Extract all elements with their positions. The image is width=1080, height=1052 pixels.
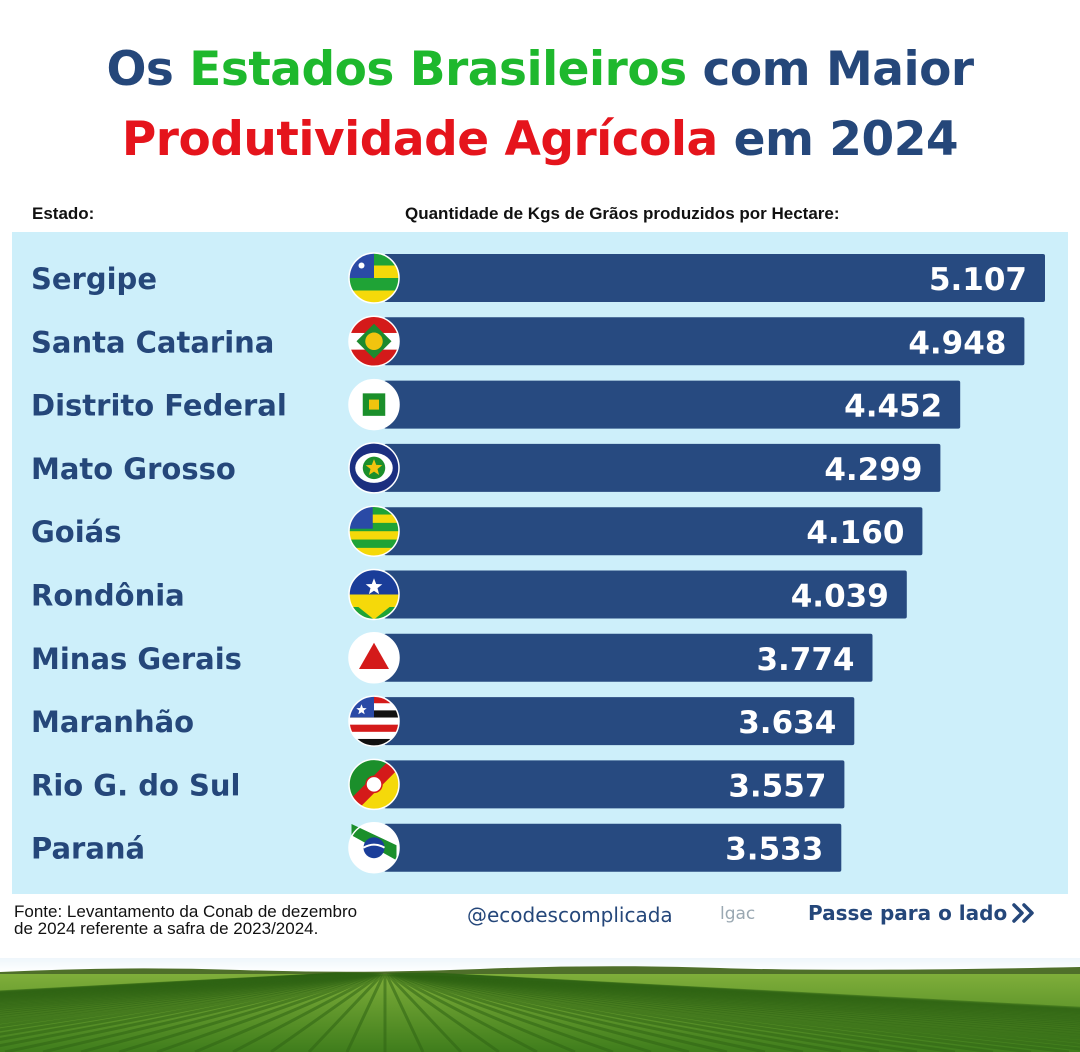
- santa-catarina-flag-icon: [348, 315, 400, 368]
- next-slide-label: Passe para o lado: [808, 901, 1008, 925]
- state-label-sergipe: Sergipe: [31, 262, 157, 296]
- crop-field-illustration: [0, 958, 1080, 1052]
- bar-parana: [384, 823, 842, 872]
- column-header-estado: Estado:: [32, 204, 95, 223]
- bar-goias: [384, 507, 923, 556]
- minas-gerais-flag-icon: [348, 632, 400, 684]
- title-line-1: Os Estados Brasileiros com Maior: [0, 46, 1080, 93]
- state-label-santa-catarina: Santa Catarina: [31, 325, 274, 359]
- distrito-federal-flag-icon: [348, 378, 400, 431]
- bar-mato-grosso: [384, 443, 941, 492]
- goias-flag-icon: [348, 505, 400, 557]
- source-line-2: de 2024 referente a safra de 2023/2024.: [14, 919, 319, 938]
- crop-field-image: [0, 958, 1080, 1052]
- value-label-rio-grande-do-sul: 3.557: [728, 768, 826, 804]
- chart-panel: Sergipe 5.107 Santa Catarina 4.948 Distrito …: [12, 232, 1068, 894]
- logo-text: lgac: [720, 904, 756, 924]
- value-label-sergipe: 5.107: [929, 262, 1027, 298]
- maranhao-flag-icon: [348, 695, 400, 747]
- value-label-minas-gerais: 3.774: [756, 642, 854, 678]
- title-text-produtividade: Produtividade Agrícola: [121, 112, 718, 167]
- bar-chart: Sergipe 5.107 Santa Catarina 4.948 Distrito …: [31, 252, 1045, 874]
- title-text-os: Os: [106, 42, 190, 97]
- bar-rondonia: [384, 570, 907, 619]
- bar-minas-gerais: [384, 633, 873, 682]
- state-label-minas-gerais: Minas Gerais: [31, 642, 242, 676]
- state-label-maranhao: Maranhão: [31, 705, 194, 739]
- state-label-mato-grosso: Mato Grosso: [31, 452, 236, 486]
- value-label-distrito-federal: 4.452: [844, 389, 942, 425]
- state-label-distrito-federal: Distrito Federal: [31, 389, 287, 423]
- parana-flag-icon: [348, 821, 400, 874]
- double-chevron-right-icon: [1012, 903, 1034, 923]
- title-line-2: Produtividade Agrícola em 2024: [0, 116, 1080, 163]
- value-label-maranhao: 3.634: [738, 705, 836, 741]
- sergipe-flag-icon: [348, 252, 400, 304]
- bar-sergipe: [384, 254, 1045, 302]
- rio-grande-do-sul-flag-icon: [348, 758, 400, 811]
- value-label-goias: 4.160: [806, 515, 904, 551]
- bar-rio-grande-do-sul: [384, 760, 845, 809]
- mato-grosso-flag-icon: [348, 442, 400, 494]
- bar-santa-catarina: [384, 317, 1025, 366]
- title-text-estados: Estados Brasileiros: [189, 42, 687, 97]
- social-handle: @ecodescomplicada: [467, 903, 673, 927]
- bar-distrito-federal: [384, 380, 961, 429]
- state-label-rio-grande-do-sul: Rio G. do Sul: [31, 768, 240, 802]
- title-text-em-2024: em 2024: [717, 112, 959, 167]
- state-label-rondonia: Rondônia: [31, 579, 185, 613]
- next-slide-button[interactable]: Passe para o lado: [808, 901, 1037, 925]
- column-header-quantidade: Quantidade de Kgs de Grãos produzidos po…: [405, 204, 840, 223]
- value-label-santa-catarina: 4.948: [908, 325, 1006, 361]
- source-line-1: Fonte: Levantamento da Conab de dezembro: [14, 902, 358, 921]
- state-label-goias: Goiás: [31, 515, 122, 549]
- rondonia-flag-icon: [348, 568, 400, 621]
- source-note: Fonte: Levantamento da Conab de dezembro…: [14, 903, 464, 937]
- value-label-rondonia: 4.039: [791, 579, 889, 615]
- state-label-parana: Paraná: [31, 832, 145, 866]
- value-label-parana: 3.533: [725, 832, 823, 868]
- value-label-mato-grosso: 4.299: [824, 452, 922, 488]
- title-text-com-maior: com Maior: [686, 42, 974, 97]
- bar-maranhao: [384, 697, 855, 746]
